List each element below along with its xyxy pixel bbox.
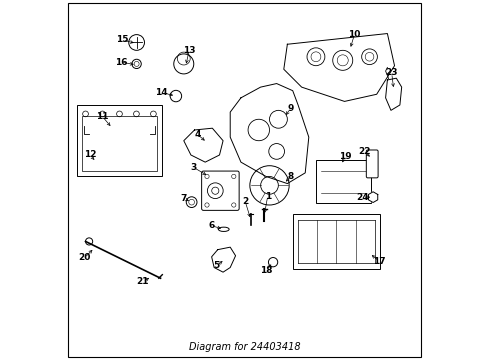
Text: Diagram for 24403418: Diagram for 24403418 [188, 342, 300, 352]
Text: 15: 15 [116, 36, 128, 45]
Text: 20: 20 [78, 253, 90, 262]
Text: 16: 16 [115, 58, 127, 67]
Polygon shape [385, 78, 401, 111]
Polygon shape [211, 247, 235, 272]
Text: 1: 1 [264, 192, 270, 201]
FancyBboxPatch shape [292, 214, 380, 269]
Text: 2: 2 [242, 197, 248, 206]
FancyBboxPatch shape [201, 171, 239, 210]
FancyBboxPatch shape [77, 105, 162, 176]
Text: 5: 5 [213, 261, 219, 270]
Text: 7: 7 [180, 194, 186, 203]
Text: 8: 8 [287, 172, 293, 181]
Text: 3: 3 [190, 163, 197, 172]
Text: 19: 19 [338, 152, 351, 161]
Text: 22: 22 [357, 147, 370, 156]
Text: 11: 11 [96, 112, 108, 121]
Polygon shape [367, 192, 377, 203]
Text: 13: 13 [183, 46, 195, 55]
Text: 12: 12 [84, 150, 96, 159]
Polygon shape [183, 128, 223, 162]
Polygon shape [283, 33, 394, 102]
Text: 21: 21 [136, 277, 149, 286]
Text: 18: 18 [260, 266, 272, 275]
Text: 10: 10 [347, 30, 360, 39]
Text: 9: 9 [286, 104, 293, 113]
FancyBboxPatch shape [366, 150, 377, 178]
Text: 14: 14 [155, 88, 167, 97]
Text: 17: 17 [372, 257, 385, 266]
Text: 6: 6 [208, 221, 214, 230]
Text: 4: 4 [194, 130, 200, 139]
FancyBboxPatch shape [315, 160, 370, 203]
Text: 24: 24 [355, 193, 368, 202]
Text: 23: 23 [385, 68, 397, 77]
Polygon shape [230, 84, 308, 184]
Ellipse shape [218, 227, 229, 231]
